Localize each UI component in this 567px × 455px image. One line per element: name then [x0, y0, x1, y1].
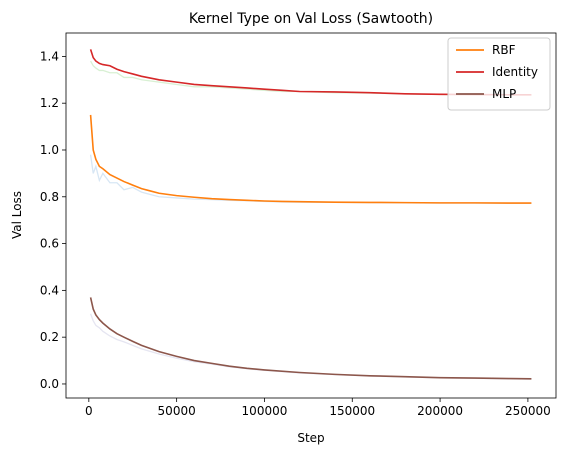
x-tick-label: 200000: [417, 404, 463, 418]
series-rbf-raw-line: [89, 154, 532, 204]
y-tick-label: 1.4: [40, 49, 59, 63]
x-tick-label: 150000: [329, 404, 375, 418]
x-tick-label: 250000: [505, 404, 551, 418]
series-rbf-line: [89, 114, 532, 204]
y-tick-label: 0.8: [40, 190, 59, 204]
plot-frame: [65, 32, 557, 399]
series-identity-line: [89, 49, 532, 96]
y-tick-label: 0.0: [40, 377, 59, 391]
series-mlp-line: [89, 297, 532, 380]
series-mlp-raw-line: [89, 313, 532, 380]
y-axis-label: Val Loss: [10, 191, 24, 239]
y-tick-label: 1.0: [40, 143, 59, 157]
legend: RBF Identity MLP: [447, 37, 551, 111]
y-tick-label: 0.2: [40, 330, 59, 344]
x-tick-label: 0: [85, 404, 93, 418]
y-tick-label: 1.2: [40, 96, 59, 110]
y-tick-label: 0.4: [40, 283, 59, 297]
x-axis: 0 50000 100000 150000 200000 250000: [85, 398, 551, 418]
legend-box: [447, 37, 551, 111]
y-axis: 0.0 0.2 0.4 0.6 0.8 1.0 1.2 1.4: [40, 49, 66, 391]
x-tick-label: 50000: [158, 404, 196, 418]
legend-label-rbf: RBF: [492, 43, 516, 57]
y-tick-label: 0.6: [40, 237, 59, 251]
plot-area: [89, 49, 532, 380]
legend-label-mlp: MLP: [492, 87, 516, 101]
x-axis-label: Step: [297, 431, 324, 445]
legend-label-identity: Identity: [492, 65, 538, 79]
chart-title: Kernel Type on Val Loss (Sawtooth): [189, 11, 433, 27]
x-tick-label: 100000: [242, 404, 288, 418]
